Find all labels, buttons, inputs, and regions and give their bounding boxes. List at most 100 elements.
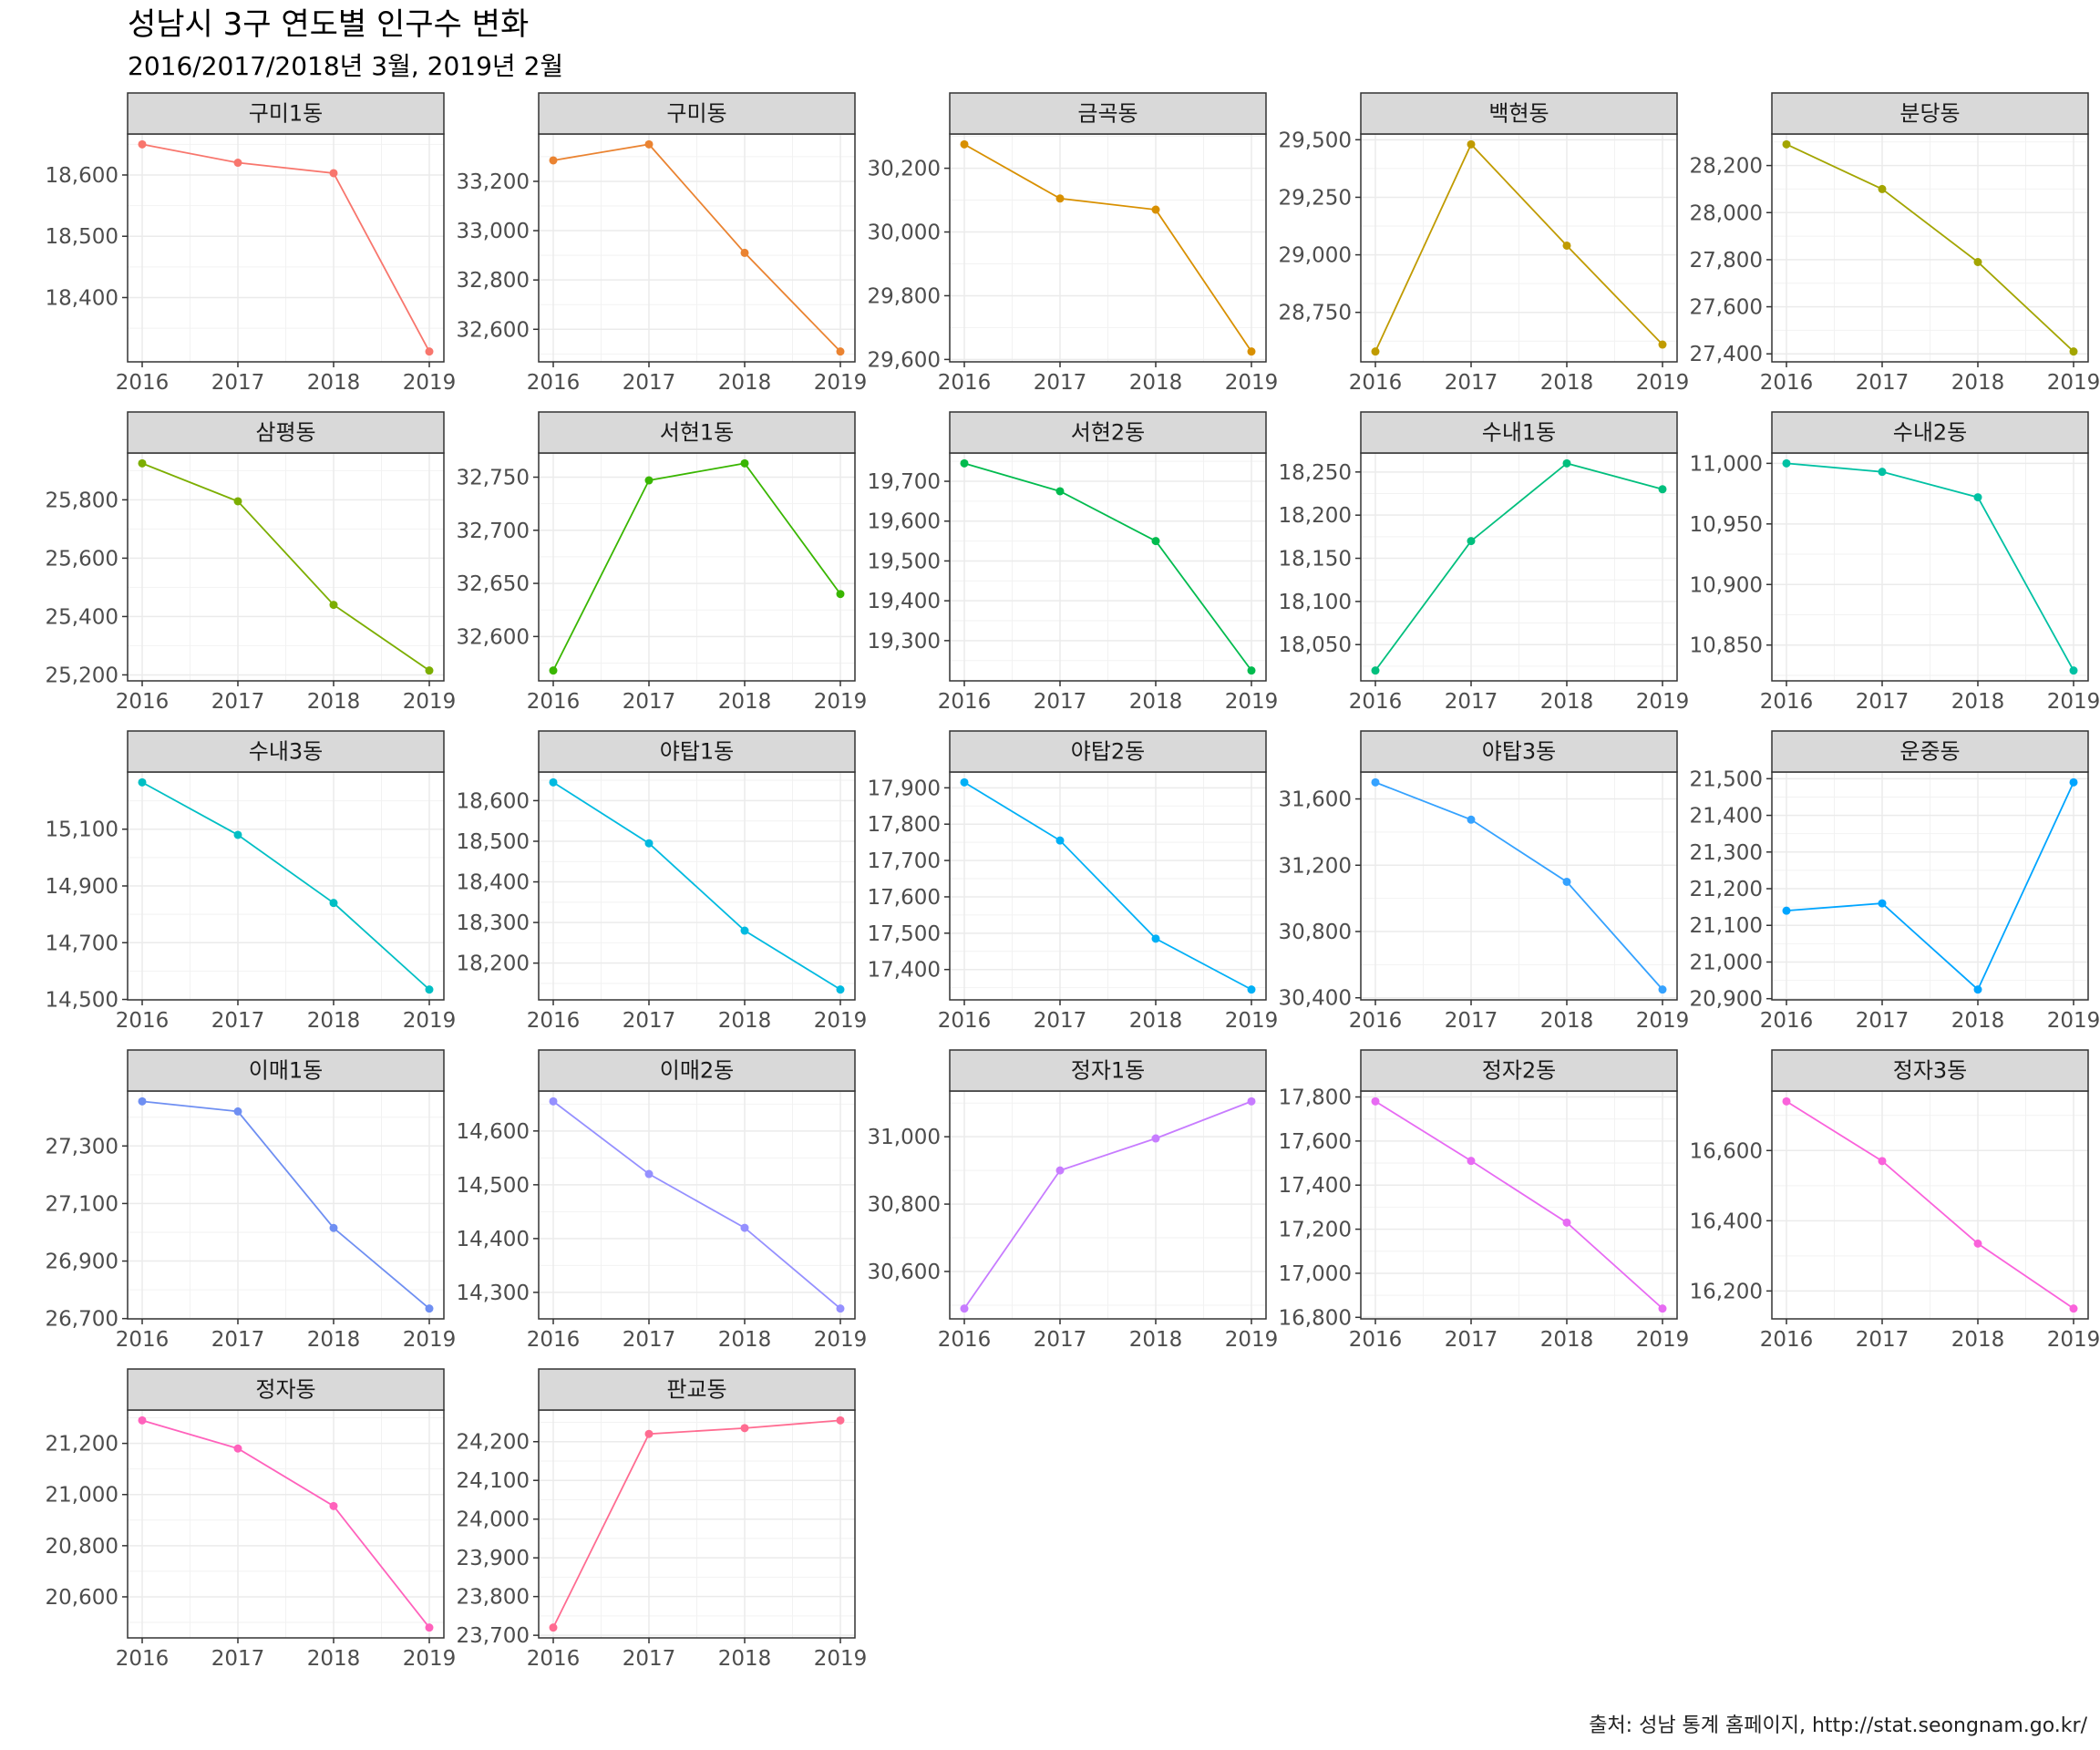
data-point	[138, 777, 147, 787]
data-point	[425, 666, 434, 675]
y-tick-label: 14,400	[457, 1228, 530, 1251]
facet-strip-label: 삼평동	[255, 420, 315, 446]
y-tick-label: 30,800	[1279, 921, 1352, 944]
data-point	[1151, 1134, 1160, 1143]
y-tick-label: 16,600	[1690, 1139, 1763, 1163]
x-tick-label: 2019	[814, 1647, 868, 1671]
y-tick-label: 27,400	[1690, 343, 1763, 366]
x-tick-label: 2018	[307, 1328, 361, 1352]
y-tick-label: 32,750	[457, 467, 530, 490]
y-tick-label: 23,800	[457, 1586, 530, 1610]
x-tick-label: 2016	[527, 1009, 581, 1033]
y-tick-label: 14,700	[46, 932, 118, 955]
series-line	[141, 1419, 430, 1629]
facet-panel: 구미동 32,600 32,800 33,000 33,200 2016 2017 2018 2…	[457, 92, 867, 395]
facet-strip	[949, 1049, 1267, 1092]
data-point	[1371, 666, 1380, 675]
x-tick-label: 2019	[1225, 690, 1279, 714]
data-point	[644, 1429, 654, 1438]
series-line	[963, 781, 1252, 991]
series-line	[141, 1100, 430, 1310]
x-tick-label: 2019	[814, 690, 868, 714]
facet-panel: 수내2동 10,850 10,900 10,950 11,000 2016 2017 2018…	[1690, 411, 2100, 714]
data-point	[1658, 340, 1667, 349]
x-tick-label: 2016	[1760, 1328, 1814, 1352]
y-tick-label: 21,200	[1690, 878, 1763, 901]
x-tick-label: 2018	[1540, 1009, 1594, 1033]
data-point	[1151, 934, 1160, 943]
facet-strip	[538, 1368, 856, 1411]
data-point	[1055, 487, 1065, 496]
facet-strip	[127, 411, 445, 454]
x-tick-label: 2018	[718, 1328, 772, 1352]
y-tick-label: 33,000	[457, 220, 530, 243]
y-tick-label: 21,000	[46, 1484, 118, 1508]
facet-strip-label: 수내2동	[1893, 420, 1968, 446]
facet-strip	[1771, 411, 2089, 454]
y-tick-label: 25,200	[46, 664, 118, 687]
data-point	[836, 1415, 845, 1425]
y-tick-label: 21,300	[1690, 841, 1763, 865]
data-point	[644, 839, 654, 848]
facet-strip	[538, 1049, 856, 1092]
y-tick-label: 20,800	[46, 1535, 118, 1559]
y-tick-label: 18,600	[46, 164, 118, 188]
x-tick-label: 2016	[1349, 690, 1403, 714]
y-tick-label: 32,800	[457, 269, 530, 293]
x-tick-label: 2017	[1856, 690, 1910, 714]
facet-strip	[127, 730, 445, 773]
y-tick-label: 14,900	[46, 875, 118, 899]
facet-strip	[1360, 730, 1678, 773]
facet-panel: 백현동 28,750 29,000 29,250 29,500 2016 2017 2018 2…	[1279, 92, 1689, 395]
x-tick-label: 2019	[403, 371, 457, 395]
series-line	[1374, 1100, 1663, 1310]
data-point	[1371, 777, 1380, 787]
y-tick-label: 18,050	[1279, 633, 1352, 657]
data-point	[644, 139, 654, 149]
data-point	[549, 777, 558, 787]
data-point	[740, 1223, 749, 1232]
y-tick-label: 21,000	[1690, 951, 1763, 974]
y-tick-label: 21,200	[46, 1433, 118, 1457]
y-tick-label: 29,250	[1279, 186, 1352, 210]
y-tick-label: 16,800	[1279, 1306, 1352, 1330]
facet-strip-label: 서현1동	[660, 420, 735, 446]
x-tick-label: 2017	[1445, 371, 1498, 395]
facet-panel: 야탑2동 17,400 17,500 17,600 17,700 17,800 17,900…	[868, 730, 1278, 1033]
x-tick-label: 2016	[1760, 690, 1814, 714]
data-point	[1973, 493, 1982, 502]
data-point	[138, 139, 147, 149]
series-line	[1374, 781, 1663, 991]
facet-panel: 이매1동 26,700 26,900 27,100 27,300 2016 2017 2018…	[46, 1049, 456, 1352]
x-tick-label: 2017	[1034, 690, 1087, 714]
y-tick-label: 10,950	[1690, 513, 1763, 537]
y-tick-label: 17,800	[868, 813, 941, 837]
data-point	[1973, 985, 1982, 994]
x-tick-label: 2016	[938, 1328, 992, 1352]
data-point	[329, 169, 338, 178]
facet-strip	[538, 92, 856, 135]
y-tick-label: 18,100	[1279, 591, 1352, 614]
data-point	[1055, 1166, 1065, 1175]
data-point	[2069, 777, 2078, 787]
series-line	[552, 462, 841, 672]
series-line	[1786, 781, 2074, 992]
data-point	[2069, 347, 2078, 356]
series-line	[141, 143, 430, 353]
facet-panel: 정자동 20,600 20,800 21,000 21,200 2016 2017 2018 2…	[46, 1368, 456, 1671]
y-tick-label: 24,200	[457, 1431, 530, 1455]
x-tick-label: 2016	[116, 1328, 170, 1352]
y-tick-label: 20,900	[1690, 988, 1763, 1012]
x-tick-label: 2018	[1951, 1009, 2005, 1033]
facet-panel: 수내1동 18,050 18,100 18,150 18,200 18,250 2016 20…	[1279, 411, 1689, 714]
x-tick-label: 2018	[1129, 371, 1183, 395]
y-tick-label: 30,200	[868, 158, 941, 181]
y-tick-label: 17,000	[1279, 1262, 1352, 1286]
facet-strip	[1360, 1049, 1678, 1092]
facet-panel: 정자1동 30,600 30,800 31,000 2016 2017 2018 2019	[868, 1049, 1278, 1352]
x-tick-label: 2017	[623, 690, 676, 714]
series-line	[1786, 1100, 2074, 1310]
x-tick-label: 2018	[1129, 690, 1183, 714]
y-tick-label: 28,000	[1690, 201, 1763, 225]
y-tick-label: 10,900	[1690, 573, 1763, 597]
